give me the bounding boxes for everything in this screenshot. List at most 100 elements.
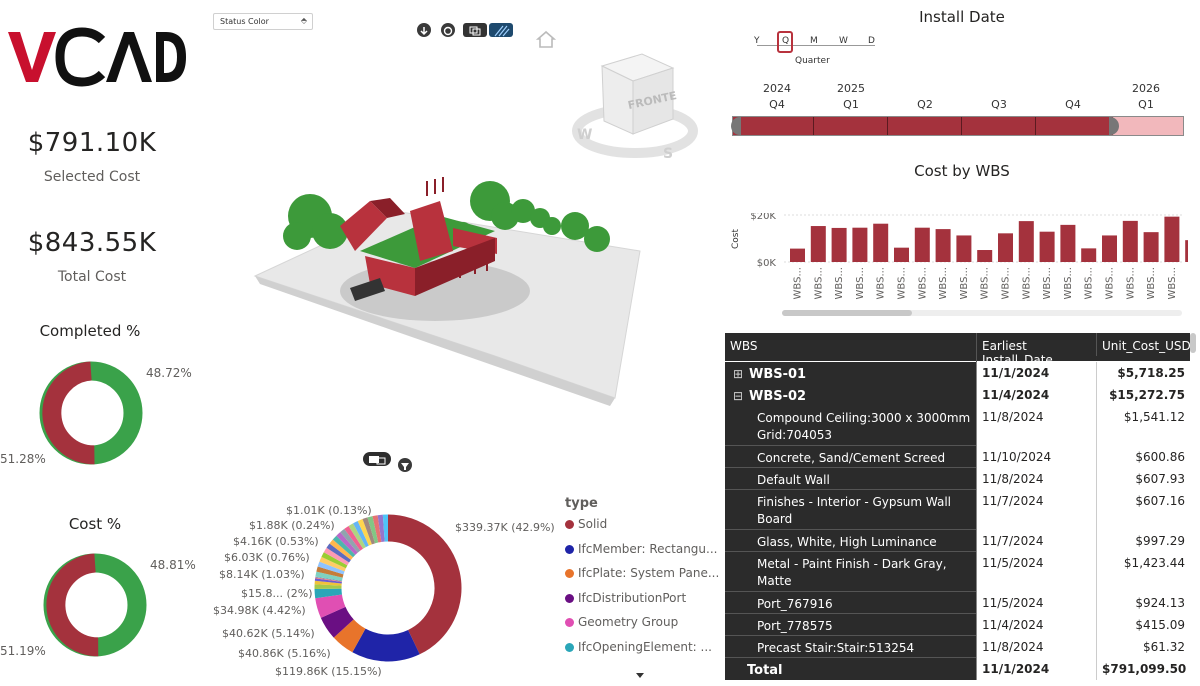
view-cube-icon: FRONTE W S	[572, 53, 698, 162]
row-wbs-name: WBS-02	[749, 389, 807, 404]
chevron-down-icon: ⬘	[300, 16, 307, 25]
row-wbs-name: Port_778575	[757, 619, 833, 633]
pie-label: $119.86K (15.15%)	[275, 665, 382, 678]
legend-item[interactable]: IfcMember: Rectangu...	[565, 542, 717, 556]
table-row[interactable]: ⊟ WBS-02 11/4/2024 $15,272.75	[725, 384, 1190, 406]
type-donut-chart[interactable]	[310, 510, 470, 674]
expand-collapse-icon[interactable]: ⊞	[733, 367, 744, 381]
x-tick-label: WBS...	[1021, 267, 1032, 299]
quarter-label: Q1	[843, 98, 859, 111]
legend-swatch	[565, 642, 574, 652]
legend-label: IfcOpeningElement: ...	[578, 639, 712, 654]
table-row[interactable]: Port_767916 11/5/2024 $924.13	[725, 592, 1190, 614]
completed-pct-donut[interactable]	[30, 356, 160, 480]
quarter-label: Q3	[991, 98, 1007, 111]
quarter-label: Q1	[1138, 98, 1154, 111]
table-row[interactable]: Finishes - Interior - Gypsum Wall Board 1…	[725, 490, 1190, 530]
row-wbs-name: Concrete, Sand/Cement Screed	[757, 451, 946, 465]
pie-label: $1.01K (0.13%)	[286, 504, 372, 517]
donut-slice	[332, 535, 356, 558]
row-install-date: 11/7/2024	[976, 530, 1096, 552]
row-install-date: 11/10/2024	[976, 446, 1096, 468]
table-row[interactable]: ⊞ WBS-01 11/1/2024 $5,718.25	[725, 362, 1190, 384]
pie-label: $1.88K (0.24%)	[249, 519, 335, 532]
table-row[interactable]: Metal - Paint Finish - Dark Gray, Matte 1…	[725, 552, 1190, 592]
status-color-dropdown[interactable]: Status Color ⬘	[213, 13, 313, 30]
timeline-left-handle[interactable]	[731, 117, 741, 135]
date-level-w[interactable]: W	[839, 36, 848, 46]
wbs-bar	[810, 226, 826, 262]
timeline-right-handle[interactable]	[1109, 117, 1119, 135]
donut-slice	[321, 552, 348, 569]
completed-green-label: 48.72%	[146, 366, 192, 380]
legend-swatch	[565, 544, 574, 554]
x-tick-label: WBS...	[938, 267, 949, 299]
selected-cost-label: Selected Cost	[43, 169, 141, 185]
row-install-date: 11/5/2024	[976, 552, 1096, 592]
row-unit-cost: $600.86	[1096, 446, 1190, 468]
cost-red-label: 51.19%	[0, 644, 46, 658]
expand-collapse-icon[interactable]: ⊟	[733, 389, 744, 403]
table-row[interactable]: Concrete, Sand/Cement Screed 11/10/2024 $6…	[725, 446, 1190, 468]
row-unit-cost: $924.13	[1096, 592, 1190, 614]
legend-item[interactable]: IfcDistributionPort	[565, 591, 686, 605]
donut-slice	[344, 525, 364, 551]
x-tick-label: WBS...	[855, 267, 866, 299]
x-tick-label: WBS...	[917, 267, 928, 299]
x-tick-label: WBS...	[1146, 267, 1157, 299]
table-scrollbar-thumb[interactable]	[1190, 333, 1196, 353]
cost-pct-donut[interactable]	[33, 550, 163, 674]
chart-scrollbar-thumb[interactable]	[782, 310, 912, 316]
table-row[interactable]: Precast Stair:Stair:513254 11/8/2024 $61.3…	[725, 636, 1190, 658]
row-wbs-name: Total	[747, 663, 783, 678]
pie-label: $4.16K (0.53%)	[233, 535, 319, 548]
year-label: 2025	[837, 82, 865, 95]
donut-slice	[315, 594, 346, 618]
date-level-m[interactable]: M	[810, 36, 818, 46]
quarter-label: Q4	[769, 98, 785, 111]
date-level-y[interactable]: Y	[754, 36, 760, 46]
hatch-icon[interactable]	[489, 23, 513, 37]
row-install-date: 11/4/2024	[976, 384, 1096, 406]
legend-item[interactable]: IfcPlate: System Pane...	[565, 566, 719, 580]
date-level-q[interactable]: Q	[782, 36, 790, 46]
cost-by-wbs-chart[interactable]: Cost $20K $0K WBS... WBS... WBS... WBS... WBS..…	[728, 211, 1200, 313]
filter-clear-icon[interactable]	[398, 458, 412, 472]
header-unit-cost[interactable]: Unit_Cost_USD	[1096, 333, 1191, 356]
row-wbs-name: Glass, White, High Luminance	[757, 535, 937, 549]
chart-scrollbar[interactable]	[782, 310, 1182, 316]
donut-slice	[316, 566, 344, 578]
date-level-d[interactable]: D	[868, 36, 875, 46]
level-track	[757, 45, 875, 46]
down-arrow-icon[interactable]	[417, 23, 431, 37]
model-viewer[interactable]: FRONTE W S	[205, 6, 710, 436]
legend-swatch	[565, 520, 574, 529]
home-icon	[535, 30, 557, 48]
table-row[interactable]: Default Wall 11/8/2024 $607.93	[725, 468, 1190, 490]
wbs-bar	[1018, 221, 1034, 262]
x-tick-label: WBS...	[813, 267, 824, 299]
donut-slice	[387, 514, 462, 655]
table-row[interactable]: Total 11/1/2024 $791,099.50	[725, 658, 1190, 680]
table-row[interactable]: Port_778575 11/4/2024 $415.09	[725, 614, 1190, 636]
row-unit-cost: $61.32	[1096, 636, 1190, 658]
table-row[interactable]: Compound Ceiling:3000 x 3000mm Grid:7040…	[725, 406, 1190, 446]
target-icon[interactable]	[441, 23, 455, 37]
legend-label: IfcMember: Rectangu...	[578, 541, 718, 556]
wbs-bar	[1060, 224, 1076, 262]
timeline-slider[interactable]	[731, 116, 1184, 136]
table-row[interactable]: Glass, White, High Luminance 11/7/2024 $99…	[725, 530, 1190, 552]
legend-item[interactable]: Solid	[565, 517, 607, 531]
tag-icon[interactable]	[363, 452, 391, 466]
year-label: 2024	[763, 82, 791, 95]
legend-item[interactable]: Geometry Group	[565, 615, 678, 629]
legend-scroll-down-icon[interactable]	[636, 673, 644, 678]
donut-slice	[352, 628, 420, 662]
row-unit-cost: $1,541.12	[1096, 406, 1190, 446]
row-unit-cost: $415.09	[1096, 614, 1190, 636]
layers-icon[interactable]	[463, 23, 487, 37]
legend-item[interactable]: IfcOpeningElement: ...	[565, 640, 712, 654]
x-tick-label: WBS...	[1084, 267, 1095, 299]
x-tick-label: WBS...	[1001, 267, 1012, 299]
header-wbs[interactable]: WBS	[730, 339, 758, 353]
